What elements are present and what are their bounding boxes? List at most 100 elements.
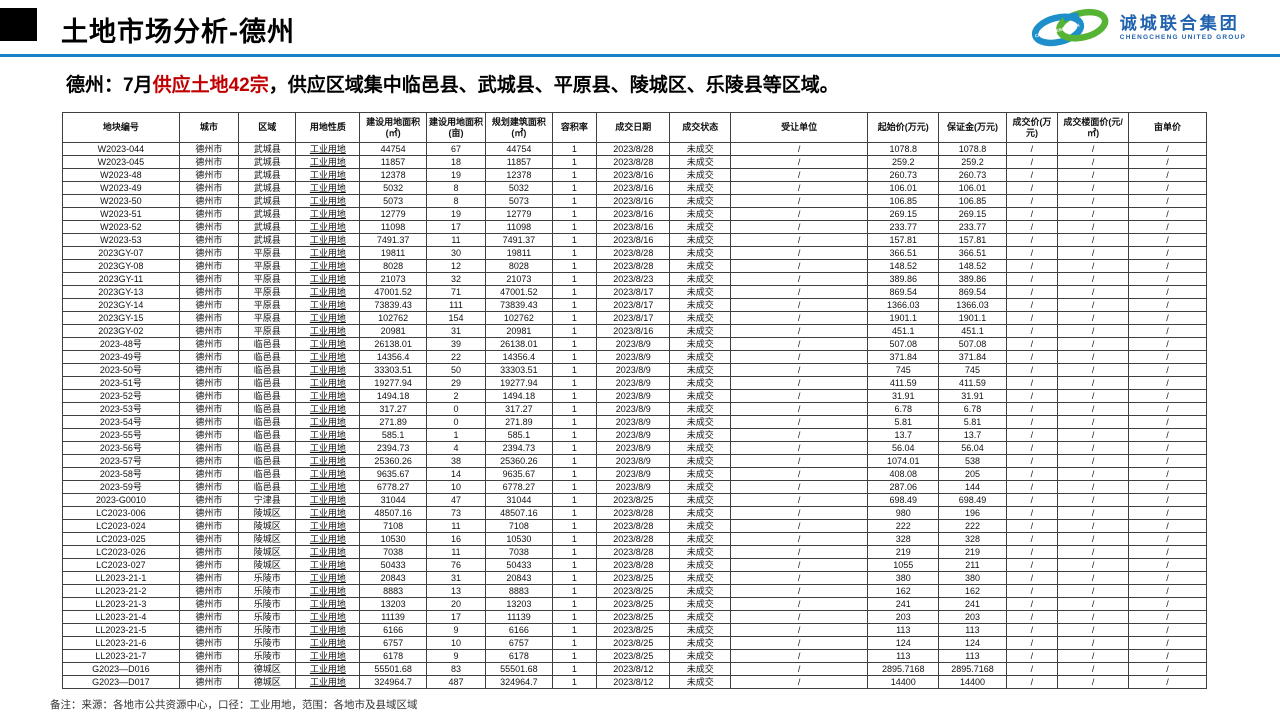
table-cell: 14356.4 xyxy=(485,350,553,364)
table-cell: / xyxy=(1057,402,1130,416)
table-cell: 2023/8/16 xyxy=(596,168,671,182)
table-cell: 2023/8/16 xyxy=(596,324,671,338)
table-cell: / xyxy=(1128,298,1207,312)
table-cell: 698.49 xyxy=(867,493,940,507)
table-cell: / xyxy=(1005,545,1059,559)
table-cell: / xyxy=(1005,571,1059,585)
table-cell: 148.52 xyxy=(938,259,1007,273)
table-cell: 未成交 xyxy=(669,532,732,546)
table-cell: 113 xyxy=(867,649,940,663)
table-cell: 1 xyxy=(551,233,598,247)
table-cell: / xyxy=(1128,142,1207,156)
table-cell: 临邑县 xyxy=(238,441,297,455)
table-cell: 2023/8/28 xyxy=(596,506,671,520)
table-cell: / xyxy=(1005,259,1059,273)
logo-name-cn: 诚城联合集团 xyxy=(1119,13,1240,33)
table-cell: 5.81 xyxy=(867,415,940,429)
table-row: W2023-48 德州市 武城县 工业用地 12378 19 12378 1 2023/8/16… xyxy=(62,168,1207,182)
table-cell: 6178 xyxy=(485,649,553,663)
table-cell: W2023-53 xyxy=(62,233,180,247)
table-cell: / xyxy=(730,168,869,182)
table-cell: 869.54 xyxy=(867,285,940,299)
table-cell: 1 xyxy=(551,454,598,468)
table-cell: 47001.52 xyxy=(359,285,427,299)
table-cell: / xyxy=(1057,324,1130,338)
table-cell: 德州市 xyxy=(178,272,240,286)
table-cell: 1901.1 xyxy=(938,311,1007,325)
table-cell: 328 xyxy=(938,532,1007,546)
table-cell: 临邑县 xyxy=(238,480,297,494)
table-cell: 德州市 xyxy=(178,610,240,624)
table-cell: 德州市 xyxy=(178,558,240,572)
table-cell: / xyxy=(1057,246,1130,260)
table-cell: 38 xyxy=(425,454,487,468)
table-cell: / xyxy=(1005,324,1059,338)
table-cell: / xyxy=(1057,506,1130,520)
table-cell: / xyxy=(1005,675,1059,689)
table-cell: LL2023-21-5 xyxy=(62,623,180,637)
table-row: 2023-52号 德州市 临邑县 工业用地 1494.18 2 1494.18 1 2023/8… xyxy=(62,389,1207,403)
table-cell: 2394.73 xyxy=(485,441,553,455)
table-cell: 1 xyxy=(551,610,598,624)
table-cell: 260.73 xyxy=(938,168,1007,182)
table-cell: 8028 xyxy=(359,259,427,273)
table-cell: 241 xyxy=(938,597,1007,611)
table-cell: 未成交 xyxy=(669,545,732,559)
table-cell: 陵城区 xyxy=(238,558,297,572)
table-cell: 未成交 xyxy=(669,415,732,429)
table-cell: / xyxy=(1128,246,1207,260)
table-cell: 11098 xyxy=(359,220,427,234)
table-cell: / xyxy=(1128,155,1207,169)
table-cell: / xyxy=(730,298,869,312)
table-cell: 平原县 xyxy=(238,298,297,312)
table-cell: 44754 xyxy=(485,142,553,156)
table-cell: / xyxy=(1005,298,1059,312)
table-row: 2023-54号 德州市 临邑县 工业用地 271.89 0 271.89 1 2023/8/9… xyxy=(62,415,1207,429)
table-cell: 324964.7 xyxy=(485,675,553,689)
table-cell: 临邑县 xyxy=(238,467,297,481)
table-cell: 1 xyxy=(551,597,598,611)
table-cell: 1 xyxy=(551,194,598,208)
table-cell: 乐陵市 xyxy=(238,584,297,598)
table-cell: 未成交 xyxy=(669,181,732,195)
logo-text-block: 诚城联合集团 CHENGCHENG UNITED GROUP xyxy=(1119,13,1246,41)
table-cell: / xyxy=(1128,220,1207,234)
table-cell: 未成交 xyxy=(669,311,732,325)
table-cell: / xyxy=(730,480,869,494)
table-cell: 工业用地 xyxy=(295,506,361,520)
table-cell: / xyxy=(730,662,869,676)
table-cell: W2023-49 xyxy=(62,181,180,195)
table-cell: 1 xyxy=(551,441,598,455)
table-cell: 371.84 xyxy=(938,350,1007,364)
table-cell: 106.85 xyxy=(867,194,940,208)
table-cell: 平原县 xyxy=(238,311,297,325)
table-cell: 工业用地 xyxy=(295,350,361,364)
table-cell: 19811 xyxy=(359,246,427,260)
table-cell: 德州市 xyxy=(178,545,240,559)
table-cell: LL2023-21-4 xyxy=(62,610,180,624)
column-header: 受让单位 xyxy=(730,112,869,143)
table-cell: 工业用地 xyxy=(295,259,361,273)
table-cell: 47001.52 xyxy=(485,285,553,299)
table-cell: / xyxy=(1005,415,1059,429)
table-cell: 1055 xyxy=(867,558,940,572)
table-cell: 2023-55号 xyxy=(62,428,180,442)
table-cell: / xyxy=(1057,441,1130,455)
table-cell: / xyxy=(1005,623,1059,637)
table-cell: 德城区 xyxy=(238,662,297,676)
table-cell: / xyxy=(1005,428,1059,442)
table-cell: / xyxy=(1057,376,1130,390)
table-cell: 武城县 xyxy=(238,142,297,156)
table-cell: 162 xyxy=(867,584,940,598)
table-cell: 德州市 xyxy=(178,376,240,390)
column-header: 区域 xyxy=(238,112,297,143)
table-cell: 未成交 xyxy=(669,207,732,221)
table-cell: 2023GY-14 xyxy=(62,298,180,312)
table-cell: 宁津县 xyxy=(238,493,297,507)
table-cell: / xyxy=(1128,168,1207,182)
table-cell: / xyxy=(1057,337,1130,351)
table-cell: 31.91 xyxy=(867,389,940,403)
table-cell: 9 xyxy=(425,623,487,637)
table-cell: 14 xyxy=(425,467,487,481)
table-cell: 乐陵市 xyxy=(238,610,297,624)
